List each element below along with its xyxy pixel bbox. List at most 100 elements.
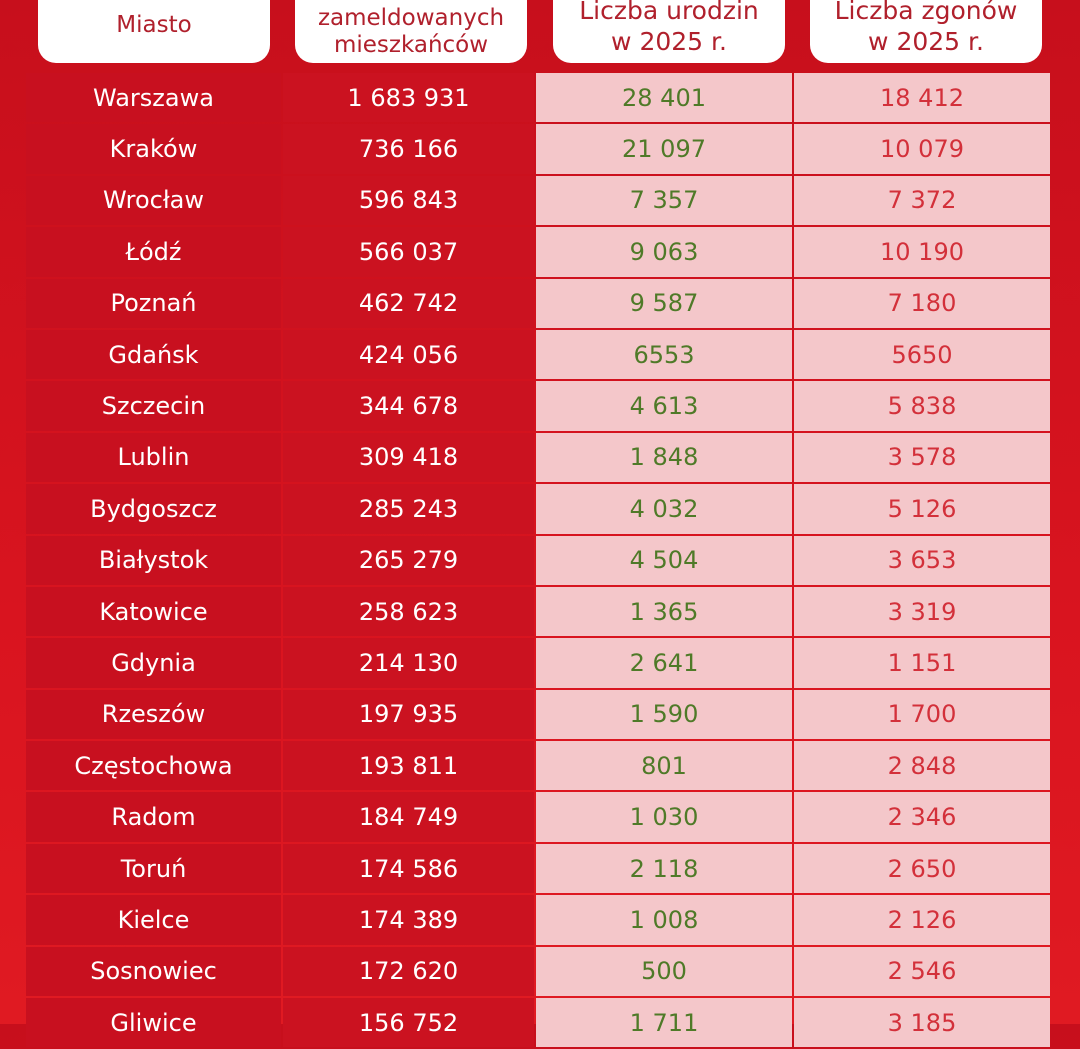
residents-cell: 344 678 xyxy=(283,381,534,431)
table-row: Katowice 258 623 1 365 3 319 xyxy=(26,586,1054,637)
deaths-cell: 1 700 xyxy=(794,689,1050,740)
city-cell: Gliwice xyxy=(26,998,281,1048)
residents-cell: 736 166 xyxy=(283,124,534,174)
city-cell: Katowice xyxy=(26,586,281,637)
deaths-cell: 3 319 xyxy=(794,586,1050,637)
city-cell: Szczecin xyxy=(26,381,281,431)
city-cell: Lublin xyxy=(26,432,281,483)
births-cell: 1 008 xyxy=(536,895,792,945)
residents-cell: 184 749 xyxy=(283,792,534,842)
table-row: Radom 184 749 1 030 2 346 xyxy=(26,792,1054,842)
residents-cell: 214 130 xyxy=(283,638,534,688)
residents-cell: 193 811 xyxy=(283,741,534,791)
city-cell: Częstochowa xyxy=(26,741,281,791)
residents-cell: 596 843 xyxy=(283,175,534,226)
deaths-cell: 7 372 xyxy=(794,175,1050,226)
deaths-cell: 18 412 xyxy=(794,73,1050,123)
births-cell: 1 711 xyxy=(536,998,792,1048)
table-row: Toruń 174 586 2 118 2 650 xyxy=(26,843,1054,894)
births-cell: 2 118 xyxy=(536,843,792,894)
deaths-cell: 5 838 xyxy=(794,381,1050,431)
table-row: Częstochowa 193 811 801 2 848 xyxy=(26,741,1054,791)
deaths-cell: 10 190 xyxy=(794,227,1050,277)
city-cell: Warszawa xyxy=(26,73,281,123)
city-cell: Radom xyxy=(26,792,281,842)
births-cell: 4 032 xyxy=(536,484,792,534)
deaths-cell: 2 546 xyxy=(794,946,1050,997)
city-cell: Toruń xyxy=(26,843,281,894)
births-cell: 6553 xyxy=(536,329,792,380)
residents-cell: 462 742 xyxy=(283,278,534,328)
residents-cell: 172 620 xyxy=(283,946,534,997)
city-cell: Poznań xyxy=(26,278,281,328)
header-deaths: Liczba zgonów w 2025 r. xyxy=(810,0,1042,63)
table-row: Łódź 566 037 9 063 10 190 xyxy=(26,227,1054,277)
header-label: Liczba zameldowanych mieszkańców xyxy=(317,0,505,58)
table-row: Wrocław 596 843 7 357 7 372 xyxy=(26,175,1054,226)
deaths-cell: 1 151 xyxy=(794,638,1050,688)
births-cell: 7 357 xyxy=(536,175,792,226)
births-cell: 1 365 xyxy=(536,586,792,637)
header-label: Liczba zgonów w 2025 r. xyxy=(834,0,1018,56)
births-cell: 500 xyxy=(536,946,792,997)
births-cell: 801 xyxy=(536,741,792,791)
table-row: Lublin 309 418 1 848 3 578 xyxy=(26,432,1054,483)
city-cell: Bydgoszcz xyxy=(26,484,281,534)
city-cell: Kielce xyxy=(26,895,281,945)
table-row: Rzeszów 197 935 1 590 1 700 xyxy=(26,689,1054,740)
residents-cell: 174 389 xyxy=(283,895,534,945)
table-row: Kielce 174 389 1 008 2 126 xyxy=(26,895,1054,945)
deaths-cell: 2 346 xyxy=(794,792,1050,842)
births-cell: 28 401 xyxy=(536,73,792,123)
births-cell: 21 097 xyxy=(536,124,792,174)
residents-cell: 309 418 xyxy=(283,432,534,483)
residents-cell: 156 752 xyxy=(283,998,534,1048)
table-row: Gliwice 156 752 1 711 3 185 xyxy=(26,998,1054,1048)
births-cell: 9 063 xyxy=(536,227,792,277)
residents-cell: 1 683 931 xyxy=(283,73,534,123)
table-row: Warszawa 1 683 931 28 401 18 412 xyxy=(26,73,1054,123)
residents-cell: 265 279 xyxy=(283,535,534,585)
residents-cell: 258 623 xyxy=(283,586,534,637)
deaths-cell: 2 848 xyxy=(794,741,1050,791)
residents-cell: 174 586 xyxy=(283,843,534,894)
births-cell: 4 504 xyxy=(536,535,792,585)
city-cell: Wrocław xyxy=(26,175,281,226)
table-row: Kraków 736 166 21 097 10 079 xyxy=(26,124,1054,174)
city-cell: Gdynia xyxy=(26,638,281,688)
residents-cell: 197 935 xyxy=(283,689,534,740)
table-row: Białystok 265 279 4 504 3 653 xyxy=(26,535,1054,585)
table-row: Gdynia 214 130 2 641 1 151 xyxy=(26,638,1054,688)
deaths-cell: 7 180 xyxy=(794,278,1050,328)
header-births: Liczba urodzin w 2025 r. xyxy=(553,0,785,63)
deaths-cell: 3 185 xyxy=(794,998,1050,1048)
residents-cell: 424 056 xyxy=(283,329,534,380)
table-row: Poznań 462 742 9 587 7 180 xyxy=(26,278,1054,328)
births-cell: 2 641 xyxy=(536,638,792,688)
city-cell: Rzeszów xyxy=(26,689,281,740)
city-cell: Sosnowiec xyxy=(26,946,281,997)
table-row: Gdańsk 424 056 6553 5650 xyxy=(26,329,1054,380)
city-cell: Gdańsk xyxy=(26,329,281,380)
deaths-cell: 2 126 xyxy=(794,895,1050,945)
deaths-cell: 5650 xyxy=(794,329,1050,380)
births-cell: 1 030 xyxy=(536,792,792,842)
header-city: Miasto xyxy=(38,0,270,63)
table-row: Bydgoszcz 285 243 4 032 5 126 xyxy=(26,484,1054,534)
table-row: Sosnowiec 172 620 500 2 546 xyxy=(26,946,1054,997)
city-cell: Łódź xyxy=(26,227,281,277)
city-cell: Białystok xyxy=(26,535,281,585)
header-residents: Liczba zameldowanych mieszkańców xyxy=(295,0,527,63)
births-cell: 9 587 xyxy=(536,278,792,328)
deaths-cell: 10 079 xyxy=(794,124,1050,174)
residents-cell: 285 243 xyxy=(283,484,534,534)
data-table: Warszawa 1 683 931 28 401 18 412 Kraków 736 1… xyxy=(26,73,1054,1049)
deaths-cell: 2 650 xyxy=(794,843,1050,894)
residents-cell: 566 037 xyxy=(283,227,534,277)
births-cell: 4 613 xyxy=(536,381,792,431)
header-label: Miasto xyxy=(116,12,192,38)
deaths-cell: 5 126 xyxy=(794,484,1050,534)
deaths-cell: 3 653 xyxy=(794,535,1050,585)
deaths-cell: 3 578 xyxy=(794,432,1050,483)
header-label: Liczba urodzin w 2025 r. xyxy=(579,0,759,56)
